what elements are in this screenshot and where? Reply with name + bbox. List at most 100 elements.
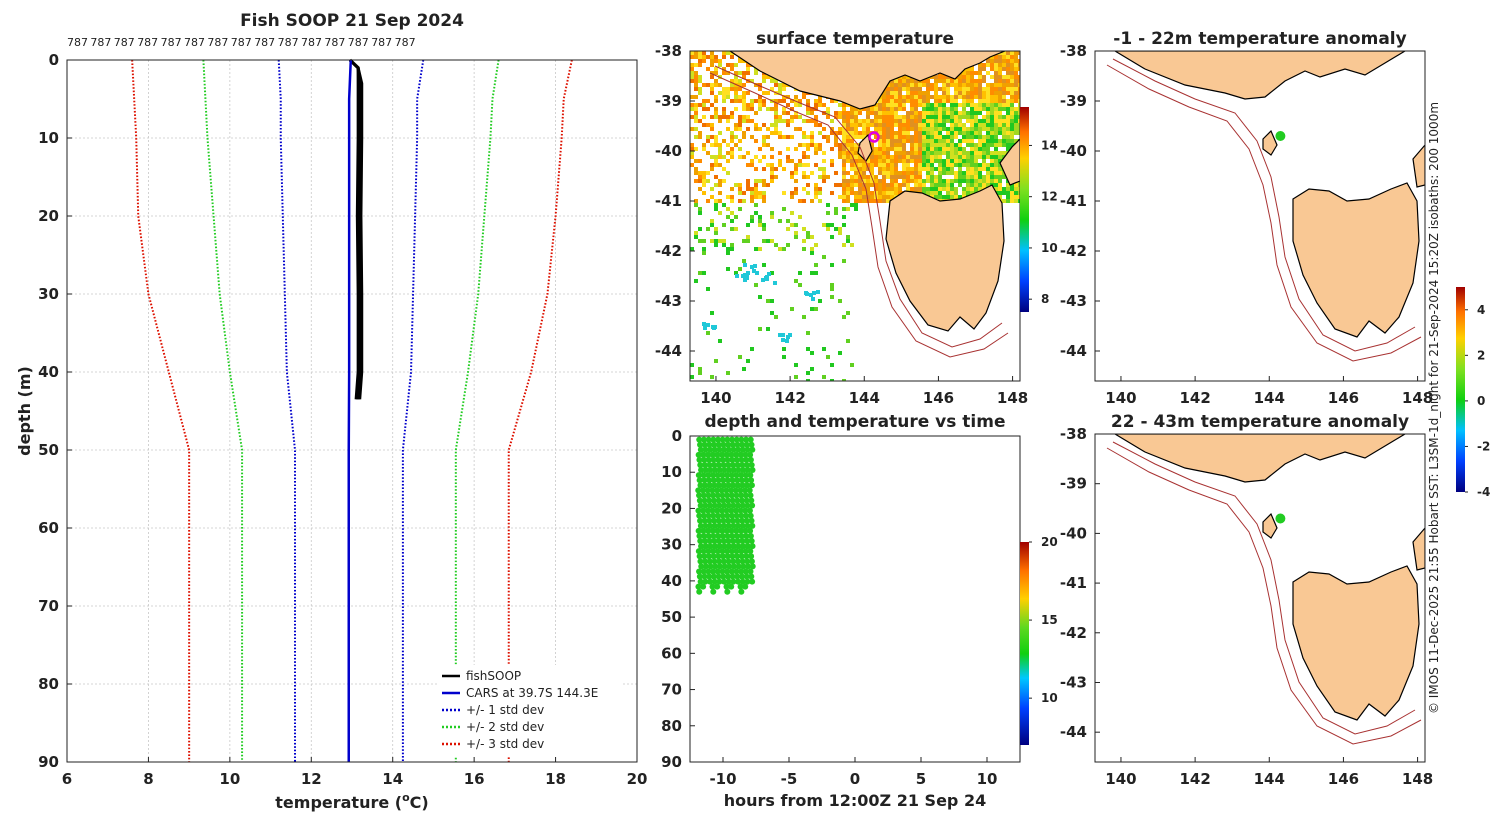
sst-pixel bbox=[758, 191, 762, 195]
sst-pixel bbox=[886, 103, 890, 107]
sst-pixel bbox=[1018, 111, 1020, 115]
sst-pixel bbox=[918, 155, 922, 159]
sst-pixel bbox=[718, 155, 722, 159]
sst-pixel bbox=[990, 167, 994, 171]
sst-pixel bbox=[782, 347, 786, 351]
time-scatter-point bbox=[734, 538, 741, 545]
map-lon-tick-label: 148 bbox=[997, 389, 1028, 407]
sst-pixel bbox=[842, 199, 846, 203]
time-scatter-point bbox=[705, 512, 712, 519]
sst-pixel bbox=[958, 91, 962, 95]
sst-pixel bbox=[710, 87, 714, 91]
sst-pixel bbox=[802, 131, 806, 135]
time-scatter-point bbox=[743, 512, 750, 519]
sst-pixel bbox=[830, 119, 834, 123]
sst-pixel bbox=[910, 103, 914, 107]
sst-pixel bbox=[954, 107, 958, 111]
sst-pixel bbox=[994, 83, 998, 87]
sst-pixel bbox=[886, 175, 890, 179]
time-scatter-point bbox=[710, 553, 717, 560]
sst-pixel bbox=[998, 183, 1002, 187]
sst-pixel bbox=[762, 183, 766, 187]
sst-pixel bbox=[954, 147, 958, 151]
sst-pixel bbox=[898, 91, 902, 95]
sst-pixel bbox=[846, 239, 850, 243]
time-scatter-point bbox=[711, 461, 718, 468]
sst-pixel bbox=[850, 151, 854, 155]
sst-pixel bbox=[994, 179, 998, 183]
sst-pixel bbox=[922, 131, 926, 135]
sst-pixel bbox=[942, 91, 946, 95]
sst-pixel bbox=[762, 155, 766, 159]
sst-pixel bbox=[910, 167, 914, 171]
time-scatter-point bbox=[704, 487, 711, 494]
sst-pixel bbox=[698, 159, 702, 163]
sst-pixel bbox=[1014, 187, 1018, 191]
time-scatter-point bbox=[740, 467, 747, 474]
sst-pixel bbox=[954, 123, 958, 127]
sst-pixel bbox=[1002, 139, 1006, 143]
sst-pixel bbox=[714, 159, 718, 163]
sst-pixel bbox=[886, 99, 890, 103]
sst-pixel bbox=[846, 191, 850, 195]
sst-pixel bbox=[966, 79, 970, 83]
sst-pixel bbox=[750, 119, 754, 123]
sst-pixel bbox=[858, 183, 862, 187]
sst-pixel bbox=[902, 175, 906, 179]
sst-pixel bbox=[830, 99, 834, 103]
sst-pixel bbox=[990, 91, 994, 95]
sst-pixel bbox=[886, 139, 890, 143]
sst-pixel bbox=[818, 143, 822, 147]
sst-pixel bbox=[894, 135, 898, 139]
sst-pixel bbox=[950, 95, 954, 99]
sst-pixel bbox=[906, 187, 910, 191]
time-scatter-point bbox=[706, 461, 713, 468]
sst-pixel bbox=[882, 179, 886, 183]
sst-pixel bbox=[1006, 87, 1010, 91]
sst-pixel bbox=[898, 175, 902, 179]
sst-pixel bbox=[846, 151, 850, 155]
sst-pixel bbox=[914, 131, 918, 135]
sst-pixel bbox=[878, 187, 882, 191]
sst-pixel bbox=[770, 147, 774, 151]
sst-pixel bbox=[782, 119, 786, 123]
sst-pixel bbox=[914, 79, 918, 83]
sst-pixel bbox=[978, 183, 982, 187]
sst-pixel bbox=[718, 179, 722, 183]
sst-pixel bbox=[938, 79, 942, 83]
sst-pixel bbox=[934, 103, 938, 107]
sst-pixel bbox=[954, 155, 958, 159]
sst-pixel bbox=[902, 139, 906, 143]
sst-pixel bbox=[1014, 183, 1018, 187]
time-scatter-point bbox=[748, 497, 755, 504]
time-scatter-point bbox=[746, 507, 753, 514]
time-scatter-point bbox=[706, 497, 713, 504]
time-scatter-point bbox=[709, 527, 716, 534]
time-scatter-point bbox=[701, 573, 708, 580]
sst-pixel bbox=[698, 367, 702, 371]
sst-pixel bbox=[698, 211, 702, 215]
sst-pixel bbox=[842, 179, 846, 183]
sst-pixel bbox=[874, 187, 878, 191]
sst-pixel bbox=[722, 167, 726, 171]
sst-pixel bbox=[774, 107, 778, 111]
sst-pixel bbox=[706, 123, 710, 127]
sst-pixel bbox=[990, 87, 994, 91]
sst-pixel bbox=[918, 163, 922, 167]
map-lat-tick-label: -42 bbox=[655, 242, 682, 260]
sst-pixel bbox=[802, 239, 806, 243]
sst-pixel bbox=[954, 135, 958, 139]
sst-pixel bbox=[946, 79, 950, 83]
sst-pixel bbox=[858, 175, 862, 179]
sst-pixel bbox=[914, 99, 918, 103]
sst-pixel bbox=[886, 171, 890, 175]
time-scatter-point bbox=[711, 441, 718, 448]
sst-pixel bbox=[830, 191, 834, 195]
time-scatter-point bbox=[709, 472, 716, 479]
sst-pixel bbox=[746, 115, 750, 119]
time-scatter-point bbox=[725, 461, 732, 468]
sst-pixel bbox=[990, 175, 994, 179]
time-scatter-point bbox=[695, 548, 702, 555]
sst-pixel bbox=[842, 107, 846, 111]
time-scatter-point bbox=[738, 436, 745, 443]
